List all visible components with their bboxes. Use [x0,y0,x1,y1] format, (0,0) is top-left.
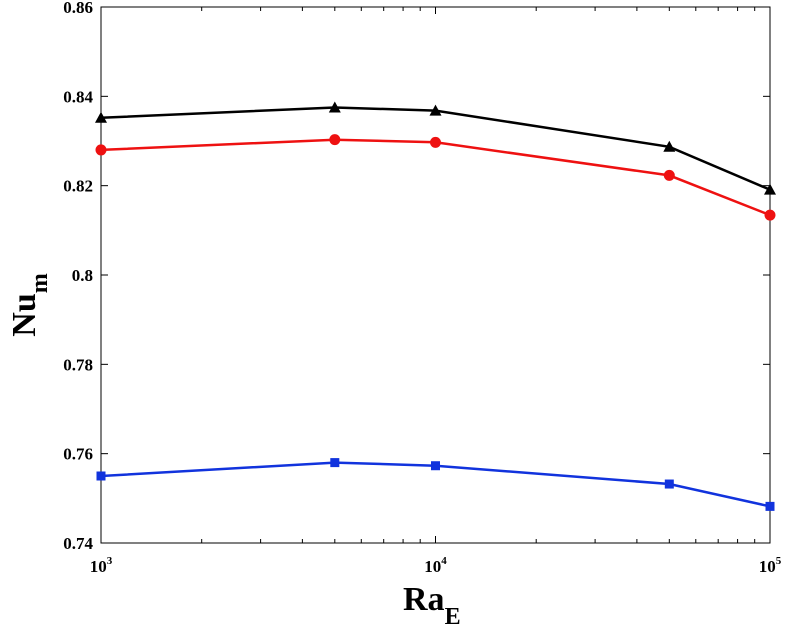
data-point [764,209,776,221]
y-tick-label: 0.8 [72,266,93,285]
y-tick-label: 0.82 [63,177,93,196]
series-layer [95,101,776,511]
y-tick-label: 0.84 [63,87,93,106]
data-point [95,111,107,123]
y-tick-label: 0.86 [63,0,93,17]
data-point [765,501,775,511]
x-tick-label: 103 [90,555,113,576]
x-tick-label: 105 [759,555,782,576]
data-point [431,461,440,471]
tick-labels: 0.74 0.76 0.78 0.8 0.82 0.84 0.86 103 104 105 [63,0,782,576]
y-tick-label: 0.74 [63,534,93,553]
series-red-circle [95,134,776,221]
y-tick-label: 0.76 [63,445,93,464]
axis-ticks [100,6,771,544]
data-point [330,458,340,468]
y-axis-title: Num [6,273,53,336]
data-point [764,183,776,195]
y-tick-label: 0.78 [63,355,93,374]
x-axis-title-sub: E [445,604,461,627]
series-blue-square [96,458,775,511]
data-point [663,140,676,152]
y-axis-title-main: Nu [6,293,43,336]
data-point [664,479,674,489]
data-point [663,169,675,181]
data-point [329,134,341,146]
y-axis-title-sub: m [27,273,53,293]
x-tick-label: 104 [424,555,447,576]
data-point [95,144,107,156]
data-point [429,104,442,116]
data-point [328,101,341,113]
x-axis-title-main: Ra [403,581,445,618]
data-point [430,136,441,148]
series-black-triangle [95,101,776,195]
data-point [96,471,106,481]
x-axis-title: RaE [403,581,461,627]
